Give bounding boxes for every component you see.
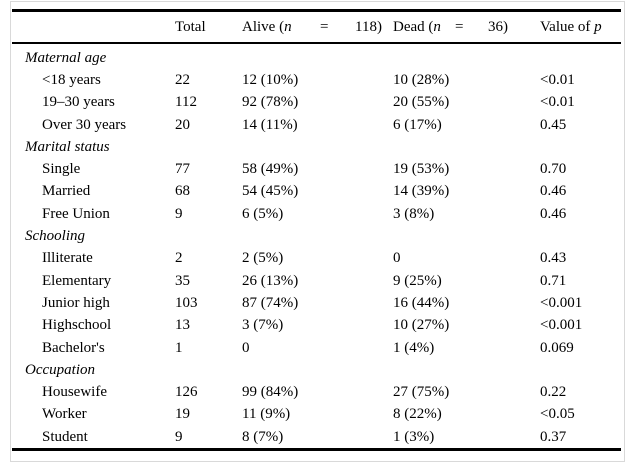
cell-p-value: 0.46 (540, 205, 567, 222)
table-row: Housewife 126 99 (84%) 27 (75%) 0.22 (12, 381, 621, 403)
row-label: Junior high (42, 294, 110, 311)
table-rule-header-bottom (12, 42, 621, 44)
table-row: Single 77 58 (49%) 19 (53%) 0.70 (12, 158, 621, 180)
table-row: Student 9 8 (7%) 1 (3%) 0.37 (12, 426, 621, 448)
cell-p-value: <0.001 (540, 294, 583, 311)
table-row: Highschool 13 3 (7%) 10 (27%) <0.001 (12, 315, 621, 337)
cell-total: 77 (175, 161, 190, 178)
table-row: 19–30 years 112 92 (78%) 20 (55%) <0.01 (12, 92, 621, 114)
table-row: Free Union 9 6 (5%) 3 (8%) 0.46 (12, 203, 621, 225)
row-label: Free Union (42, 205, 110, 222)
cell-alive: 92 (78%) (242, 94, 299, 111)
cell-dead: 0 (393, 250, 401, 267)
row-label: 19–30 years (42, 94, 115, 111)
row-label: Elementary (42, 272, 112, 289)
row-label: Illiterate (42, 250, 93, 267)
table-row: Elementary 35 26 (13%) 9 (25%) 0.71 (12, 270, 621, 292)
cell-p-value: 0.43 (540, 250, 567, 267)
table-row: Over 30 years 20 14 (11%) 6 (17%) 0.45 (12, 114, 621, 136)
cell-p-value: 0.37 (540, 428, 567, 445)
table-row: <18 years 22 12 (10%) 10 (28%) <0.01 (12, 69, 621, 91)
col-header-alive: Alive (n = 118) (242, 18, 382, 35)
cell-total: 1 (175, 339, 183, 356)
cell-p-value: <0.05 (540, 406, 575, 423)
cell-total: 2 (175, 250, 183, 267)
statistics-table: Total Alive (n = 118) Dead (n = 36) Value of… (12, 9, 621, 451)
cell-p-value: <0.01 (540, 71, 575, 88)
table-row: Bachelor's 1 0 1 (4%) 0.069 (12, 337, 621, 359)
cell-total: 20 (175, 116, 190, 133)
cell-p-value: 0.22 (540, 384, 567, 401)
col-header-total: Total (175, 18, 206, 35)
cell-alive: 2 (5%) (242, 250, 284, 267)
cell-dead: 14 (39%) (393, 183, 450, 200)
row-label: Bachelor's (42, 339, 105, 356)
row-label: Over 30 years (42, 116, 127, 133)
cell-alive: 3 (7%) (242, 317, 284, 334)
cell-dead: 6 (17%) (393, 116, 442, 133)
row-label: Worker (42, 406, 87, 423)
cell-total: 112 (175, 94, 197, 111)
table-rule-bottom (12, 448, 621, 451)
row-label: Student (42, 428, 88, 445)
cell-dead: 27 (75%) (393, 384, 450, 401)
table-rule-top (12, 9, 621, 12)
table-row: Illiterate 2 2 (5%) 0 0.43 (12, 248, 621, 270)
cell-p-value: 0.71 (540, 272, 567, 289)
cell-total: 9 (175, 428, 183, 445)
cell-p-value: <0.001 (540, 317, 583, 334)
cell-dead: 9 (25%) (393, 272, 442, 289)
cell-alive: 11 (9%) (242, 406, 291, 423)
cell-dead: 10 (28%) (393, 71, 450, 88)
cell-p-value: <0.01 (540, 94, 575, 111)
table-body: Maternal age <18 years 22 12 (10%) 10 (2… (12, 44, 621, 448)
table-row: Married 68 54 (45%) 14 (39%) 0.46 (12, 181, 621, 203)
cell-total: 22 (175, 71, 190, 88)
cell-p-value: 0.45 (540, 116, 567, 133)
cell-alive: 8 (7%) (242, 428, 284, 445)
cell-p-value: 0.069 (540, 339, 574, 356)
cell-dead: 20 (55%) (393, 94, 450, 111)
cell-total: 68 (175, 183, 190, 200)
cell-total: 126 (175, 384, 198, 401)
section-header-schooling: Schooling (25, 228, 85, 245)
cell-p-value: 0.46 (540, 183, 567, 200)
row-label: Highschool (42, 317, 112, 334)
cell-total: 103 (175, 294, 198, 311)
cell-alive: 87 (74%) (242, 294, 299, 311)
cell-alive: 58 (49%) (242, 161, 299, 178)
cell-dead: 10 (27%) (393, 317, 450, 334)
cell-total: 9 (175, 205, 183, 222)
cell-dead: 1 (4%) (393, 339, 435, 356)
cell-dead: 16 (44%) (393, 294, 450, 311)
col-header-p-value: Value of p (540, 18, 602, 35)
cell-alive: 0 (242, 339, 250, 356)
cell-dead: 1 (3%) (393, 428, 435, 445)
cell-total: 13 (175, 317, 190, 334)
cell-total: 35 (175, 272, 190, 289)
cell-alive: 14 (11%) (242, 116, 298, 133)
section-header-occupation: Occupation (25, 361, 95, 378)
cell-alive: 54 (45%) (242, 183, 299, 200)
section-header-maternal-age: Maternal age (25, 49, 107, 66)
row-label: Single (42, 161, 81, 178)
cell-dead: 3 (8%) (393, 205, 435, 222)
section-header-marital-status: Marital status (25, 138, 110, 155)
row-label: <18 years (42, 71, 101, 88)
table-row: Junior high 103 87 (74%) 16 (44%) <0.001 (12, 292, 621, 314)
row-label: Housewife (42, 384, 107, 401)
cell-alive: 26 (13%) (242, 272, 299, 289)
cell-alive: 99 (84%) (242, 384, 299, 401)
cell-p-value: 0.70 (540, 161, 567, 178)
cell-dead: 8 (22%) (393, 406, 442, 423)
table-header-row: Total Alive (n = 118) Dead (n = 36) Value of… (12, 12, 621, 42)
cell-alive: 12 (10%) (242, 71, 299, 88)
cell-alive: 6 (5%) (242, 205, 284, 222)
col-header-dead: Dead (n = 36) (393, 18, 508, 35)
table-row: Worker 19 11 (9%) 8 (22%) <0.05 (12, 404, 621, 426)
cell-dead: 19 (53%) (393, 161, 450, 178)
cell-total: 19 (175, 406, 190, 423)
row-label: Married (42, 183, 91, 200)
